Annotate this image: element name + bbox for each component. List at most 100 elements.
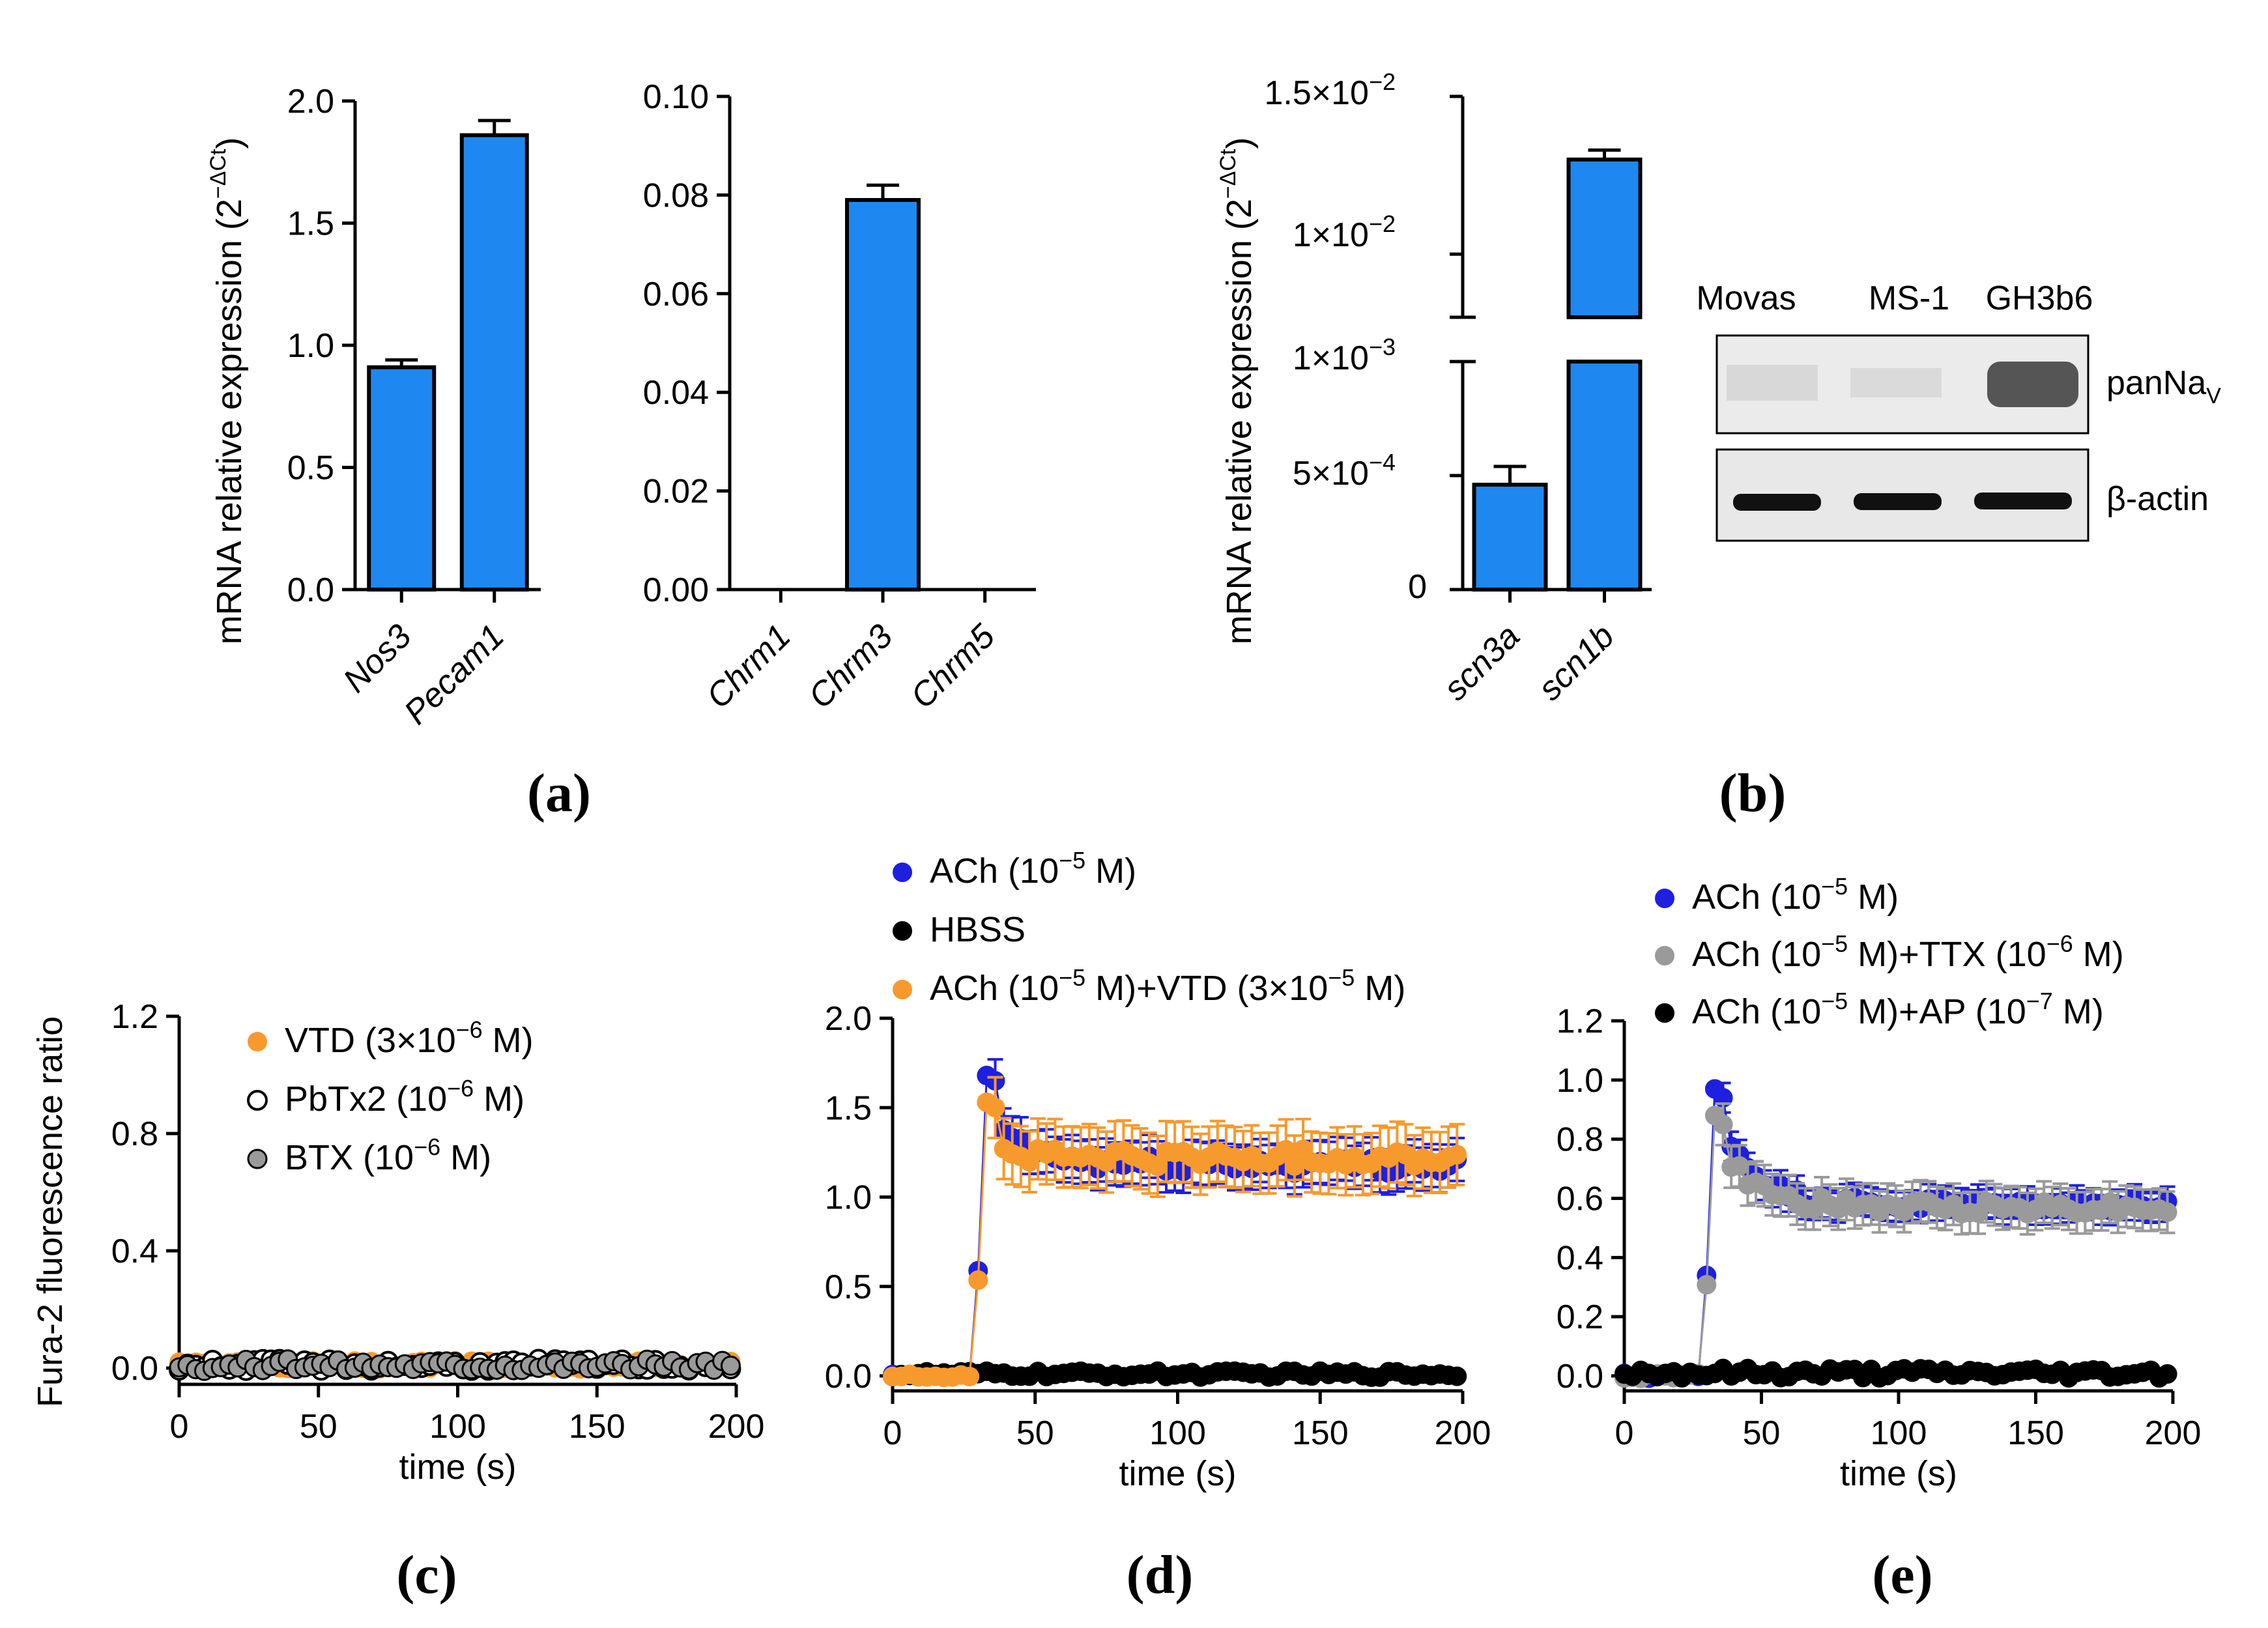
a2-ytick-label: 0.08	[643, 177, 709, 214]
a2-bar	[845, 197, 921, 592]
panel-label-e: (e)	[1872, 1545, 1932, 1605]
a1-ytick-label: 1.0	[287, 327, 334, 365]
a1-ytick-label: 1.5	[287, 205, 334, 243]
wb-label-pannav: panNaV	[2106, 364, 2221, 408]
b-ytick-4: 1.5×10−2	[1264, 68, 1396, 112]
c-xtick-label: 150	[569, 1408, 625, 1446]
d-ytick-label: 1.5	[825, 1089, 872, 1127]
c-legend-marker	[248, 1032, 267, 1051]
a1-bar	[367, 365, 437, 592]
c-legend-label: VTD (3×10−6 M)	[285, 1016, 534, 1060]
d-xtick-label: 0	[883, 1414, 902, 1452]
panel-label-d: (d)	[1127, 1545, 1194, 1605]
c-xtick-label: 0	[170, 1408, 189, 1446]
a2-ytick-label: 0.02	[643, 473, 709, 511]
d-xtick-label: 100	[1149, 1414, 1206, 1452]
a2-category-label: Chrm3	[801, 617, 900, 715]
e-xtick-label: 200	[2145, 1414, 2202, 1452]
a2-category-label: Chrm5	[904, 617, 1003, 716]
e-legend-marker	[1655, 1003, 1674, 1023]
e-point	[1697, 1275, 1717, 1295]
c-ytick-label: 1.2	[111, 998, 158, 1036]
e-point	[2157, 1202, 2177, 1222]
a2-category-label: Chrm1	[699, 617, 797, 715]
c-legend-marker	[247, 1149, 268, 1169]
e-xtick-label: 150	[2007, 1414, 2064, 1452]
panel-a-ylabel: mRNA relative expression (2−ΔCt)	[206, 137, 249, 645]
b-bar-lower	[1566, 360, 1643, 592]
d-legend-marker	[893, 863, 912, 882]
c-xtick-label: 50	[300, 1408, 337, 1446]
d-xtick-label: 200	[1435, 1414, 1491, 1452]
panel-b-ylabel: mRNA relative expression (2−ΔCt)	[1216, 137, 1259, 645]
d-point	[968, 1270, 988, 1291]
d-point	[960, 1367, 980, 1387]
c-legend-label: PbTx2 (10−6 M)	[285, 1075, 524, 1119]
wb-lane-gh3b6: GH3b6	[1986, 279, 2093, 317]
d-point	[1447, 1366, 1467, 1386]
wb-band-actin-ms1	[1854, 493, 1942, 510]
panel-a: mRNA relative expression (2−ΔCt) 0.0 0.5 1…	[206, 78, 1036, 823]
chart-a2: 0.00 0.02 0.04 0.06 0.08 0.10 Chrm1 Chrm3 Chrm5	[643, 78, 1036, 716]
legend-e: ACh (10−5 M) ACh (10−5 M)+TTX (10−6 M) ACh…	[1655, 873, 2124, 1031]
b-ytick-3: 1×10−2	[1293, 210, 1396, 254]
e-xlabel: time (s)	[1840, 1454, 1957, 1493]
d-legend-label: ACh (10−5 M)+VTD (3×10−5 M)	[930, 964, 1405, 1008]
wb-lane-movas: Movas	[1696, 279, 1796, 317]
e-legend-label: ACh (10−5 M)	[1692, 873, 1899, 917]
chart-c: 0.0 0.4 0.8 1.2 0 50 100 150 200 time (s)	[111, 998, 765, 1487]
a1-ytick-label: 2.0	[287, 83, 334, 121]
panel-e: 0.0 0.2 0.4 0.6 0.8 1.0 1.2 0 50 100 150 200 time (s…	[1557, 873, 2202, 1605]
a2-ytick-label: 0.00	[643, 571, 709, 609]
e-series-line	[1624, 1113, 2168, 1380]
c-ytick-label: 0.4	[111, 1233, 158, 1270]
a1-ytick-label: 0.0	[287, 571, 334, 609]
b-ytick-1: 5×10−4	[1293, 449, 1396, 493]
wb-band-pannav-gh3b6	[1987, 362, 2078, 407]
d-legend-marker	[893, 921, 912, 941]
a1-bar	[459, 133, 529, 592]
legend-c: VTD (3×10−6 M) PbTx2 (10−6 M) BTX (10−6 M)	[247, 1016, 534, 1177]
e-ytick-label: 0.6	[1557, 1180, 1603, 1218]
d-ytick-label: 2.0	[825, 1000, 872, 1038]
c-legend-marker	[247, 1090, 268, 1111]
legend-d: ACh (10−5 M) HBSS ACh (10−5 M)+VTD (3×10−5…	[893, 847, 1405, 1008]
c-xtick-label: 200	[708, 1408, 765, 1446]
e-xtick-label: 100	[1871, 1414, 1927, 1452]
e-ytick-label: 1.2	[1557, 1003, 1603, 1040]
e-legend-label: ACh (10−5 M)+AP (10−7 M)	[1692, 988, 2104, 1031]
e-ytick-label: 0.0	[1557, 1358, 1603, 1395]
e-legend-marker	[1655, 946, 1674, 965]
wb-band-pannav-ms1	[1850, 368, 1942, 397]
wb-lane-ms1: MS-1	[1869, 279, 1949, 317]
d-point	[1447, 1145, 1467, 1165]
panel-label-b: (b)	[1719, 763, 1787, 823]
d-legend-label: HBSS	[930, 910, 1026, 949]
wb-band-pannav-movas	[1727, 365, 1818, 401]
c-xtick-label: 100	[429, 1408, 486, 1446]
panel-c: Fura-2 fluorescence ratio 0.0 0.4 0.8 1.2 0 5…	[31, 998, 764, 1605]
chart-b: 0 5×10−4 1×10−3 1×10−2 1.5×10−2 scn3a scn…	[1264, 68, 1652, 708]
b-ytick-0: 0	[1408, 568, 1427, 606]
d-xlabel: time (s)	[1119, 1454, 1237, 1493]
e-point	[2157, 1364, 2177, 1384]
a1-category-label: Pecam1	[397, 617, 511, 732]
wb-band-actin-movas	[1733, 494, 1821, 511]
panel-c-ylabel: Fura-2 fluorescence ratio	[31, 1016, 70, 1407]
e-legend-label: ACh (10−5 M)+TTX (10−6 M)	[1692, 930, 2124, 974]
d-xtick-label: 150	[1292, 1414, 1349, 1452]
d-ytick-label: 1.0	[825, 1179, 872, 1217]
wb-band-actin-gh3b6	[1974, 493, 2072, 509]
d-point	[985, 1098, 1005, 1118]
d-point	[1284, 1156, 1304, 1176]
e-ytick-label: 0.8	[1557, 1121, 1603, 1159]
panel-d: 0.0 0.5 1.0 1.5 2.0 0 50 100 150 200 time (s) ACh …	[825, 847, 1491, 1605]
d-point	[1276, 1139, 1296, 1160]
wb-label-actin: β-actin	[2106, 480, 2209, 518]
d-ytick-label: 0.5	[825, 1268, 872, 1306]
e-legend-marker	[1655, 889, 1674, 908]
d-series-line	[892, 1074, 1458, 1378]
a2-ytick-label: 0.04	[643, 374, 709, 412]
b-bar-upper	[1566, 157, 1643, 319]
